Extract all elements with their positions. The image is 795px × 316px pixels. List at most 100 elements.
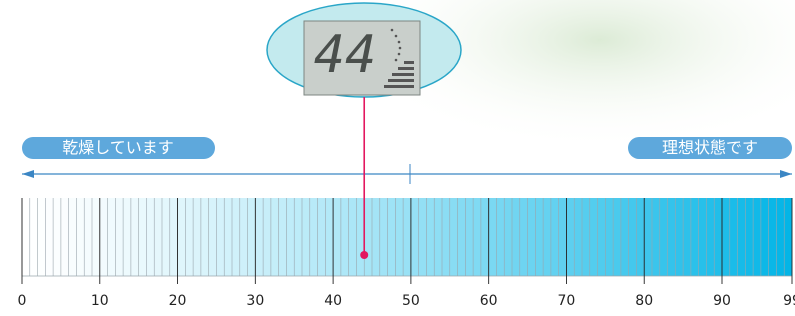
x-tick-label: 30	[246, 293, 264, 309]
scale-cell	[652, 198, 660, 276]
scale-cell	[209, 198, 217, 276]
scale-cell	[45, 198, 53, 276]
left-label: 乾燥しています	[62, 138, 174, 157]
scale-cell	[559, 198, 567, 276]
x-tick-label: 70	[558, 293, 576, 309]
x-tick-label: 40	[324, 293, 342, 309]
scale-cell	[162, 198, 170, 276]
scale-cell	[722, 198, 730, 276]
scale-cell	[535, 198, 543, 276]
scale-cell	[590, 198, 598, 276]
scale-cell	[660, 198, 668, 276]
scale-cell	[582, 198, 590, 276]
scale-cell	[61, 198, 69, 276]
scale-cell	[302, 198, 310, 276]
scale-cell	[496, 198, 504, 276]
scale-cell	[598, 198, 606, 276]
scale-cell	[738, 198, 746, 276]
scale-cell	[310, 198, 318, 276]
scale-cell	[520, 198, 528, 276]
scale-cell	[380, 198, 388, 276]
scale-cell	[224, 198, 232, 276]
scale-cell	[115, 198, 123, 276]
scale-cell	[325, 198, 333, 276]
scale-cell	[271, 198, 279, 276]
scale-cell	[131, 198, 139, 276]
scale-cell	[769, 198, 777, 276]
x-tick-label: 10	[91, 293, 109, 309]
scale-cell	[753, 198, 761, 276]
scale-cell	[706, 198, 714, 276]
x-tick-label: 60	[480, 293, 498, 309]
arrow-head-left	[22, 170, 34, 178]
scale-cell	[621, 198, 629, 276]
scale-cell	[22, 198, 30, 276]
scale-cell	[784, 198, 792, 276]
scale-cell	[730, 198, 738, 276]
scale-cell	[644, 198, 652, 276]
scale-cell	[318, 198, 326, 276]
scale-cell	[146, 198, 154, 276]
scale-cell	[294, 198, 302, 276]
scale-cell	[333, 198, 341, 276]
scale-cell	[465, 198, 473, 276]
scale-cell	[426, 198, 434, 276]
scale-cell	[512, 198, 520, 276]
scale-cell	[434, 198, 442, 276]
value-dot	[360, 251, 368, 259]
scale-cell	[178, 198, 186, 276]
arrow-head-right	[780, 170, 792, 178]
scale-cell	[489, 198, 497, 276]
scale-cell	[248, 198, 256, 276]
scale-cell	[675, 198, 683, 276]
scale	[22, 198, 792, 284]
scale-cell	[364, 198, 372, 276]
scale-cell	[411, 198, 419, 276]
scale-cell	[108, 198, 116, 276]
scale-cell	[92, 198, 100, 276]
scale-cell	[123, 198, 131, 276]
scale-cell	[450, 198, 458, 276]
scale-cell	[356, 198, 364, 276]
scale-cell	[286, 198, 294, 276]
scale-cell	[442, 198, 450, 276]
scale-cell	[714, 198, 722, 276]
scale-cell	[683, 198, 691, 276]
x-tick-label: 20	[169, 293, 187, 309]
scale-cell	[629, 198, 637, 276]
scale-cell	[232, 198, 240, 276]
x-tick-label: 0	[18, 293, 27, 309]
scale-cell	[473, 198, 481, 276]
scale-cell	[636, 198, 644, 276]
scale-cell	[403, 198, 411, 276]
scale-cell	[504, 198, 512, 276]
scale-cell	[69, 198, 77, 276]
scale-cell	[566, 198, 574, 276]
scale-cell	[419, 198, 427, 276]
scale-cell	[341, 198, 349, 276]
scale-cell	[38, 198, 46, 276]
lcd-value: 44	[314, 25, 377, 85]
scale-cell	[279, 198, 287, 276]
scale-cell	[574, 198, 582, 276]
scale-cell	[481, 198, 489, 276]
scale-cell	[528, 198, 536, 276]
x-tick-label: 90	[713, 293, 731, 309]
scale-cell	[84, 198, 92, 276]
scale-cell	[263, 198, 271, 276]
scale-cell	[668, 198, 676, 276]
scale-cell	[30, 198, 38, 276]
gauge-chart: 乾燥しています 理想状態です 44 0 10 20 30 40 50 60 70 80 90 99	[0, 0, 795, 316]
scale-cell	[240, 198, 248, 276]
x-tick-label: 99	[783, 293, 795, 309]
scale-cell	[255, 198, 263, 276]
scale-cell	[605, 198, 613, 276]
scale-cell	[185, 198, 193, 276]
scale-cell	[139, 198, 147, 276]
scale-cell	[551, 198, 559, 276]
scale-cell	[388, 198, 396, 276]
x-tick-label: 50	[402, 293, 420, 309]
scale-cell	[76, 198, 84, 276]
x-tick-label: 80	[635, 293, 653, 309]
right-label: 理想状態です	[662, 138, 758, 157]
